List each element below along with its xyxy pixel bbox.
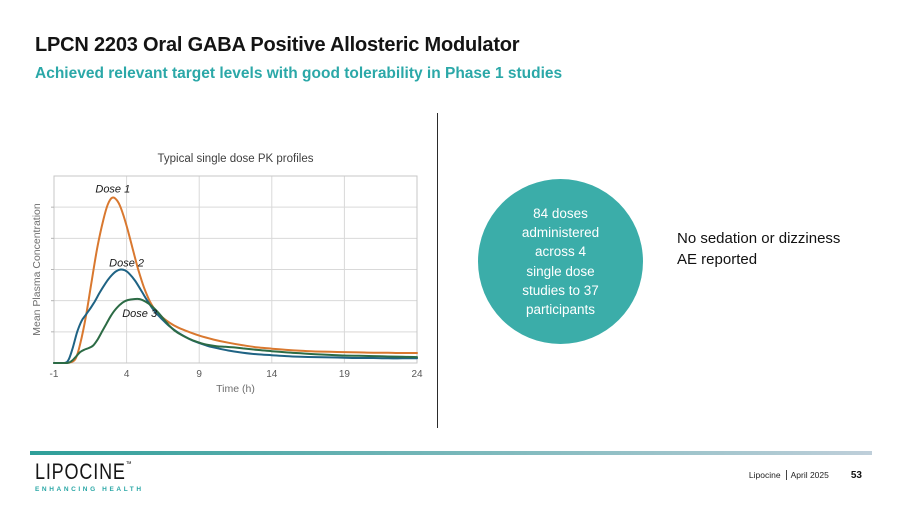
series-label-2: Dose 2 [109, 258, 144, 270]
series-label-3: Dose 3 [122, 308, 158, 320]
page-subtitle: Achieved relevant target levels with goo… [35, 65, 563, 82]
logo-wordmark: LIPOCINE™ [35, 461, 132, 483]
dose-summary-text: 84 doses administered across 4 single do… [521, 206, 600, 317]
logo-text: LIPOCINE [35, 459, 126, 484]
ae-note: No sedation or dizziness AE reported [677, 230, 841, 268]
x-tick-label: -1 [50, 369, 59, 380]
page-title: LPCN 2203 Oral GABA Positive Allosteric … [35, 34, 520, 56]
pk-chart-svg: Typical single dose PK profiles -1 4 9 14 19 2… [31, 153, 423, 395]
x-axis-label: Time (h) [216, 383, 255, 395]
series-label-1: Dose 1 [95, 183, 130, 195]
curve-dose-3 [53, 297, 418, 364]
lipocine-logo: LIPOCINE™ ENHANCING HEALTH [35, 461, 154, 494]
dose-summary-circle: 84 doses administered across 4 single do… [478, 179, 643, 344]
x-tick-label: 9 [196, 369, 202, 380]
x-tick-label: 14 [266, 369, 278, 380]
chart-title: Typical single dose PK profiles [158, 153, 314, 165]
curve-dose-2 [53, 268, 418, 364]
footer-meta: Lipocine April 2025 53 [749, 470, 862, 481]
x-tick-label: 24 [411, 369, 423, 380]
x-tick-label: 19 [339, 369, 351, 380]
trademark-icon: ™ [125, 461, 133, 468]
logo-tagline: ENHANCING HEALTH [35, 486, 144, 493]
page-number: 53 [850, 470, 862, 481]
footer-rule [30, 451, 872, 455]
x-tick-label: 4 [124, 369, 130, 380]
footer-credit: Lipocine April 2025 [749, 470, 829, 480]
y-axis-label: Mean Plasma Concentration [31, 203, 43, 336]
footer-date: April 2025 [785, 470, 829, 480]
pk-profile-chart: Typical single dose PK profiles -1 4 9 14 19 2… [30, 140, 442, 402]
footer-company: Lipocine [748, 470, 781, 480]
vertical-divider [437, 113, 438, 428]
